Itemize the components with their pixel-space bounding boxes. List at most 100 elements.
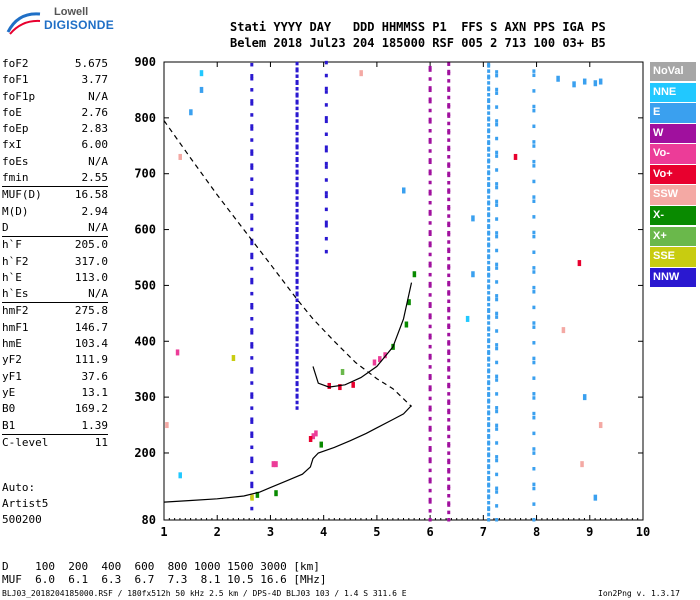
echo-mark (487, 482, 491, 487)
param-row: h`F 205.0 (2, 236, 108, 253)
echo-mark (295, 234, 299, 238)
echo-mark (359, 70, 363, 77)
echo-mark (495, 458, 499, 463)
param-row: hmE 103.4 (2, 336, 108, 352)
echo-mark (447, 88, 451, 92)
echo-mark (495, 504, 499, 508)
echo-mark (250, 62, 254, 67)
echo-mark (295, 227, 299, 231)
software-version: Ion2Png v. 1.3.17 (598, 589, 680, 598)
echo-mark (428, 437, 432, 441)
echo-mark (327, 382, 331, 389)
echo-mark (428, 407, 432, 412)
echo-mark (447, 399, 451, 403)
param-label: fxI (2, 138, 22, 152)
echo-mark (532, 285, 536, 290)
echo-mark (428, 160, 432, 165)
echo-mark (495, 311, 499, 316)
echo-mark (447, 308, 451, 313)
param-row: foF1p N/A (2, 89, 108, 105)
echo-mark (495, 343, 499, 347)
param-value: 113.0 (74, 270, 108, 284)
echo-mark (428, 333, 432, 338)
echo-mark (495, 423, 499, 428)
param-row: D N/A (2, 220, 108, 236)
echo-mark (250, 317, 254, 321)
echo-mark (556, 75, 560, 82)
echo-mark (487, 218, 491, 223)
echo-mark (295, 131, 299, 136)
legend-item: NoVal (650, 62, 696, 82)
echo-mark (447, 484, 451, 489)
echo-mark (487, 321, 491, 325)
param-label: hmF1 (2, 320, 29, 334)
echo-mark (428, 284, 432, 288)
echo-mark (495, 150, 499, 155)
param-value: 5.675 (74, 57, 108, 70)
echo-mark (295, 355, 299, 360)
echo-mark (428, 477, 432, 482)
echo-mark (447, 290, 451, 294)
echo-mark (487, 476, 491, 480)
echo-mark (428, 212, 432, 216)
echo-mark (189, 109, 193, 116)
echo-mark (447, 221, 451, 226)
echo-mark (250, 434, 254, 438)
param-value: 11 (94, 435, 108, 449)
echo-mark (295, 164, 299, 168)
x-tick-label: 6 (426, 525, 433, 539)
echo-mark (250, 481, 254, 486)
echo-mark (495, 119, 499, 123)
y-tick-label: 900 (134, 55, 156, 69)
echo-mark (250, 266, 254, 271)
echo-mark (487, 153, 491, 157)
echo-mark (250, 177, 254, 181)
echo-mark (351, 381, 355, 388)
echo-mark (250, 431, 254, 435)
param-label: B1 (2, 418, 16, 432)
echo-mark (250, 420, 254, 424)
param-label: hmF2 (2, 304, 29, 318)
scaled-parameters-panel: foF2 5.675 foF1 3.77 foF1p N/A foE 2.76 foEp 2.83… (2, 56, 108, 451)
y-tick-label: 200 (134, 446, 156, 460)
echo-mark (324, 116, 328, 120)
echo-mark (447, 114, 451, 118)
echo-mark (447, 493, 451, 498)
echo-mark (250, 291, 254, 296)
echo-mark (447, 230, 451, 235)
echo-mark (582, 394, 587, 401)
echo-mark (295, 323, 299, 328)
echo-mark (295, 298, 299, 303)
echo-mark (250, 277, 254, 282)
param-row: hmF2 275.8 (2, 302, 108, 319)
logo-digisonde: DIGISONDE (44, 18, 115, 32)
echo-mark (447, 392, 451, 396)
param-row: C-level 11 (2, 433, 108, 451)
echo-mark (250, 345, 254, 349)
param-row: hmF1 146.7 (2, 320, 108, 336)
echo-mark (412, 271, 417, 278)
echo-mark (487, 291, 491, 295)
echo-mark (487, 494, 491, 498)
echo-mark (428, 416, 432, 421)
echo-mark (295, 106, 299, 111)
param-row: MUF(D) 16.58 (2, 186, 108, 203)
echo-mark (324, 165, 328, 169)
echo-mark (532, 482, 536, 487)
echo-mark (487, 363, 491, 367)
logo-lowell: Lowell (54, 6, 89, 18)
echo-mark (495, 154, 499, 158)
echo-mark (495, 374, 499, 379)
param-value: 16.58 (74, 188, 108, 202)
echo-mark (447, 273, 451, 278)
param-value: 6.00 (81, 138, 109, 152)
param-value: N/A (88, 287, 108, 301)
echo-mark (250, 381, 254, 385)
echo-mark (532, 89, 536, 93)
echo-mark (447, 121, 451, 126)
echo-mark (487, 392, 491, 396)
param-row: foE 2.76 (2, 105, 108, 121)
header-fields: Stati YYYY DAY DDD HHMMSS P1 FFS S AXN P… (230, 20, 606, 34)
echo-mark (295, 253, 299, 258)
echo-mark (295, 124, 299, 129)
